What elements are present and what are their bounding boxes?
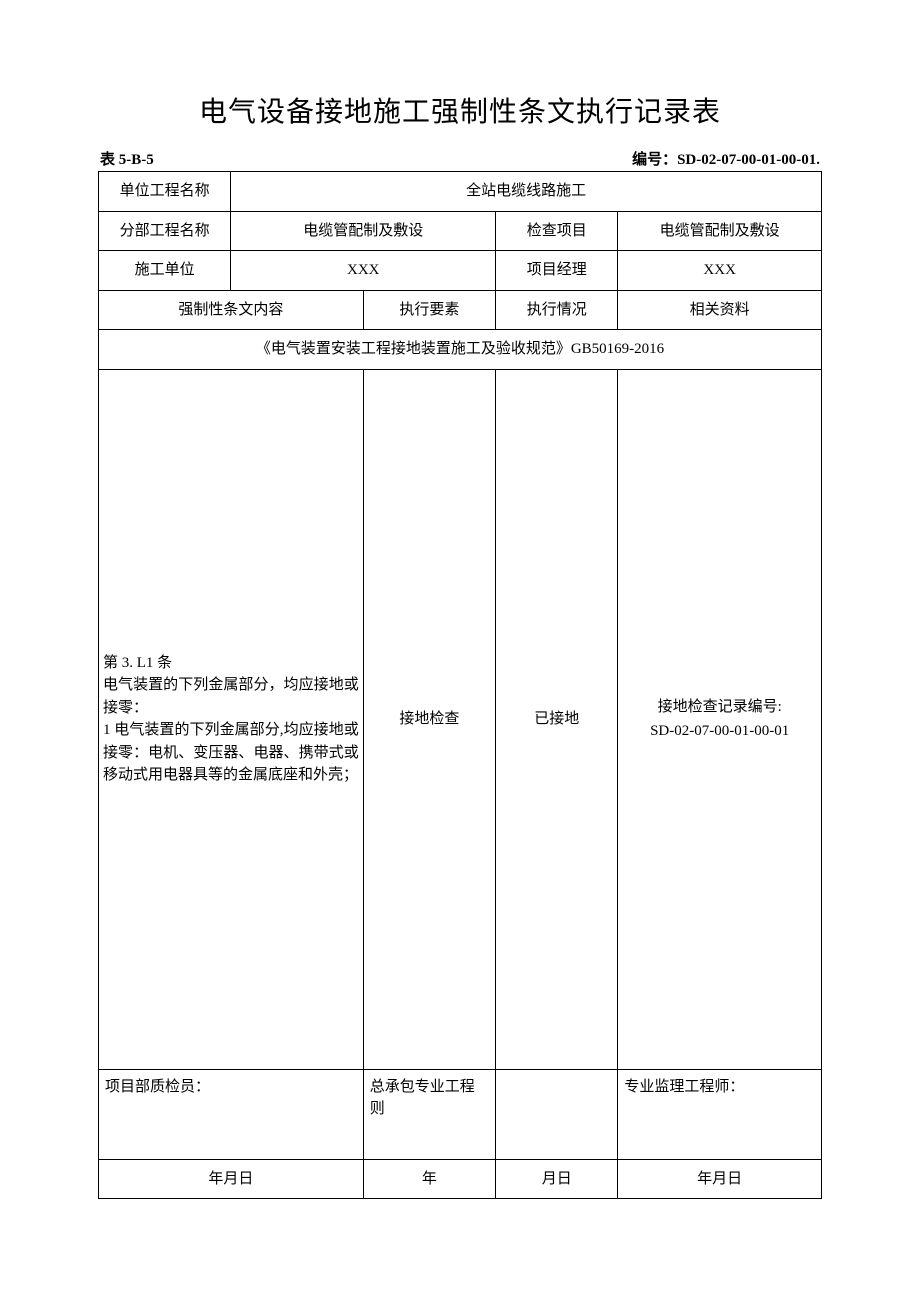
doc-number-label: 编号： <box>632 152 677 168</box>
status-value: 已接地 <box>496 369 618 1069</box>
element-header: 执行要素 <box>363 290 495 330</box>
related-value: 接地检查记录编号: SD-02-07-00-01-00-01 <box>618 369 822 1069</box>
supervisor-signature-label: 专业监理工程师： <box>618 1069 822 1159</box>
subproject-label: 分部工程名称 <box>99 211 231 251</box>
standard-reference: 《电气装置安装工程接地装置施工及验收规范》GB50169-2016 <box>99 330 822 370</box>
unit-project-value: 全站电缆线路施工 <box>231 172 822 212</box>
subproject-value: 电缆管配制及敷设 <box>231 211 496 251</box>
provision-header: 强制性条文内容 <box>99 290 364 330</box>
table-row: 分部工程名称 电缆管配制及敷设 检查项目 电缆管配制及敷设 <box>99 211 822 251</box>
table-number: 表 5-B-5 <box>100 148 154 169</box>
date-cell-2: 年 <box>363 1159 495 1199</box>
doc-number: 编号：SD-02-07-00-01-00-01. <box>632 148 820 169</box>
pm-label: 项目经理 <box>496 251 618 291</box>
construction-unit-label: 施工单位 <box>99 251 231 291</box>
date-cell-3: 月日 <box>496 1159 618 1199</box>
related-line2: SD-02-07-00-01-00-01 <box>650 723 789 739</box>
unit-project-label: 单位工程名称 <box>99 172 231 212</box>
date-cell-4: 年月日 <box>618 1159 822 1199</box>
date-row: 年月日 年 月日 年月日 <box>99 1159 822 1199</box>
table-row: 单位工程名称 全站电缆线路施工 <box>99 172 822 212</box>
element-value: 接地检查 <box>363 369 495 1069</box>
check-item-label: 检查项目 <box>496 211 618 251</box>
signature-row: 项目部质检员： 总承包专业工程则 专业监理工程师： <box>99 1069 822 1159</box>
construction-unit-value: XXX <box>231 251 496 291</box>
related-header: 相关资料 <box>618 290 822 330</box>
related-line1: 接地检查记录编号: <box>658 699 782 715</box>
pm-value: XXX <box>618 251 822 291</box>
table-row: 强制性条文内容 执行要素 执行情况 相关资料 <box>99 290 822 330</box>
status-header: 执行情况 <box>496 290 618 330</box>
record-table: 单位工程名称 全站电缆线路施工 分部工程名称 电缆管配制及敷设 检查项目 电缆管… <box>98 171 822 1199</box>
table-row: 第 3. L1 条 电气装置的下列金属部分，均应接地或接零： 1 电气装置的下列… <box>99 369 822 1069</box>
blank-cell <box>496 1069 618 1159</box>
doc-number-value: SD-02-07-00-01-00-01. <box>677 152 820 168</box>
check-item-value: 电缆管配制及敷设 <box>618 211 822 251</box>
meta-row: 表 5-B-5 编号：SD-02-07-00-01-00-01. <box>98 148 822 169</box>
table-row: 《电气装置安装工程接地装置施工及验收规范》GB50169-2016 <box>99 330 822 370</box>
table-row: 施工单位 XXX 项目经理 XXX <box>99 251 822 291</box>
page-title: 电气设备接地施工强制性条文执行记录表 <box>98 90 822 130</box>
provision-text: 第 3. L1 条 电气装置的下列金属部分，均应接地或接零： 1 电气装置的下列… <box>99 369 364 1069</box>
qc-signature-label: 项目部质检员： <box>99 1069 364 1159</box>
contractor-signature-label: 总承包专业工程则 <box>363 1069 495 1159</box>
date-cell-1: 年月日 <box>99 1159 364 1199</box>
